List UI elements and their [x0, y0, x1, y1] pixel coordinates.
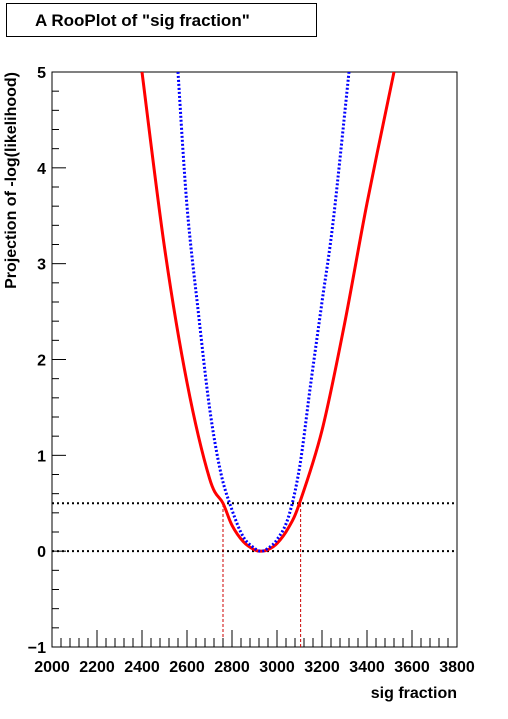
x-tick-label: 2000 — [34, 659, 70, 676]
x-tick-label: 3400 — [349, 659, 385, 676]
x-tick-label: 2600 — [169, 659, 205, 676]
nll-dotted-curve — [176, 72, 351, 553]
x-tick-label: 2200 — [79, 659, 115, 676]
y-tick-label: 2 — [37, 353, 46, 370]
nll-solid-curve — [140, 72, 396, 553]
x-tick-label: 2400 — [124, 659, 160, 676]
plot-frame — [51, 71, 458, 648]
chart-title-box: A RooPlot of "sig fraction" — [6, 3, 317, 37]
y-tick-label: 5 — [37, 65, 46, 82]
x-tick-label: 3200 — [304, 659, 340, 676]
x-tick-label: 3000 — [259, 659, 295, 676]
y-axis-label: Projection of -log(likelihood) — [3, 72, 20, 289]
chart-title: A RooPlot of "sig fraction" — [35, 11, 250, 30]
x-tick-label: 3800 — [439, 659, 475, 676]
x-tick-label: 2800 — [214, 659, 250, 676]
y-tick-label: 4 — [37, 161, 46, 178]
x-axis-label: sig fraction — [371, 685, 457, 702]
y-tick-label: 3 — [37, 257, 46, 274]
y-tick-label: 0 — [37, 544, 46, 561]
y-tick-label: 1 — [37, 448, 46, 465]
y-tick-label: −1 — [28, 640, 46, 657]
x-tick-label: 3600 — [394, 659, 430, 676]
